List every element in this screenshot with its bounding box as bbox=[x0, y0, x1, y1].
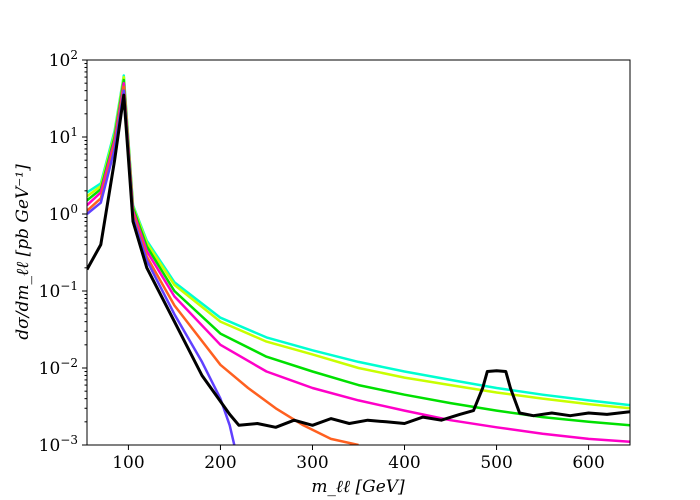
x-tick-label: 600 bbox=[572, 453, 604, 473]
y-tick-label: 102 bbox=[49, 48, 78, 71]
x-tick-label: 100 bbox=[112, 453, 144, 473]
x-tick-label: 300 bbox=[296, 453, 328, 473]
plot-frame bbox=[86, 59, 631, 446]
x-axis: 100 200 300 400 500 600 bbox=[112, 445, 605, 473]
series-line-6 bbox=[87, 93, 630, 429]
y-tick-label: 10−3 bbox=[39, 433, 78, 456]
series-layer bbox=[87, 74, 630, 445]
plot-background bbox=[87, 60, 630, 445]
x-tick-label: 400 bbox=[388, 453, 420, 473]
y-tick-label: 100 bbox=[49, 202, 78, 225]
y-tick-label: 10−1 bbox=[39, 279, 78, 302]
x-tick-label: 500 bbox=[480, 453, 512, 473]
y-tick-label: 101 bbox=[49, 125, 78, 148]
x-tick-label: 200 bbox=[204, 453, 236, 473]
y-axis-label: dσ/dm_ℓℓ [pb GeV⁻¹] bbox=[13, 164, 33, 340]
x-axis-label: m_ℓℓ [GeV] bbox=[311, 477, 405, 497]
y-tick-label: 10−2 bbox=[39, 356, 78, 379]
y-axis: 10−3 10−2 10−1 100 101 102 bbox=[39, 48, 87, 456]
